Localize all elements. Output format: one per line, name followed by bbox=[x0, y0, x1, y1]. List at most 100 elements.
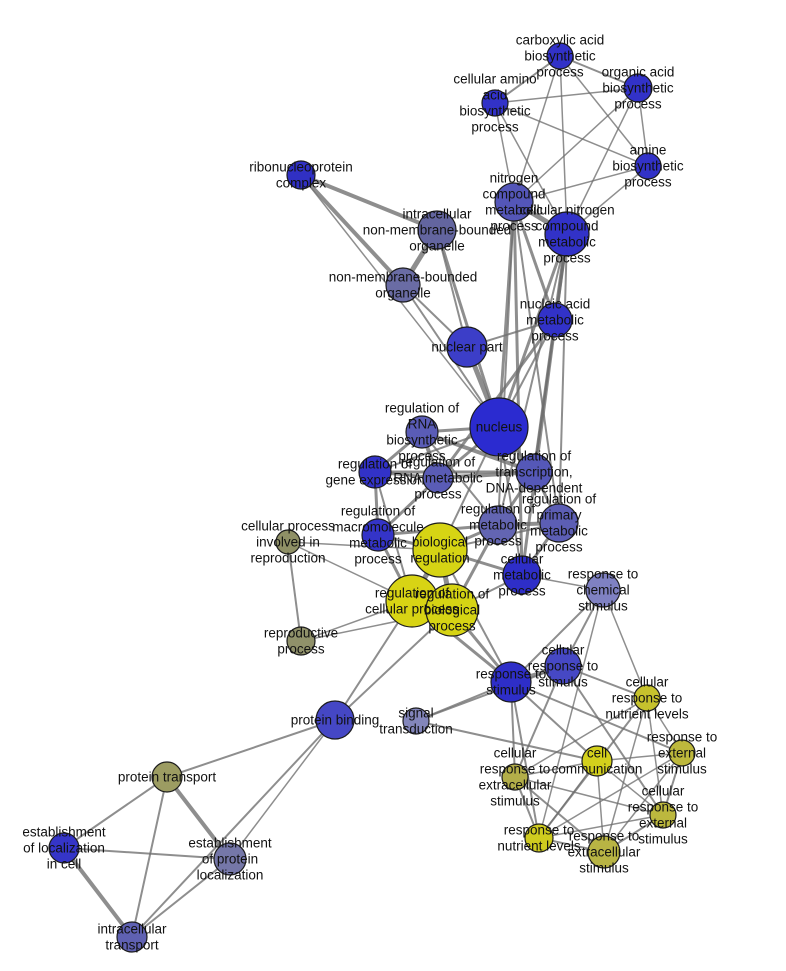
edge-pb-rbp[interactable] bbox=[334, 609, 453, 721]
node-rcs[interactable] bbox=[585, 572, 621, 608]
node-rbp[interactable] bbox=[425, 583, 479, 637]
node-nmbo[interactable] bbox=[385, 267, 421, 303]
node-label-amine: amine biosynthetic process bbox=[612, 143, 684, 190]
node-label-rmp: regulation of metabolic process bbox=[461, 502, 536, 549]
edge-pt-it[interactable] bbox=[131, 776, 168, 938]
node-nam[interactable] bbox=[537, 302, 573, 338]
node-rts[interactable] bbox=[490, 661, 532, 703]
edge-cpir-repro[interactable] bbox=[287, 541, 302, 642]
node-label-rmmp: regulation of macromolecule metabolic proce… bbox=[332, 504, 424, 567]
edge-rtes-rtnl[interactable] bbox=[538, 752, 683, 839]
node-epl[interactable] bbox=[213, 842, 247, 876]
edge-rrbp-rtdd[interactable] bbox=[421, 430, 535, 474]
node-elc[interactable] bbox=[48, 832, 80, 864]
edge-carboxylic-cncm[interactable] bbox=[559, 55, 568, 235]
edge-rtes-rtexs[interactable] bbox=[603, 752, 683, 853]
edge-organic-ncm[interactable] bbox=[513, 87, 639, 203]
edge-rnp-inmbo[interactable] bbox=[300, 173, 438, 232]
node-nucpart[interactable] bbox=[446, 326, 488, 368]
node-repro[interactable] bbox=[286, 626, 316, 656]
node-label-rtexs: response to extracellular stimulus bbox=[568, 829, 641, 876]
edge-nam-rtdd[interactable] bbox=[532, 319, 557, 473]
node-label-rtes: response to external stimulus bbox=[647, 730, 718, 777]
node-label-nucleus: nucleus bbox=[476, 420, 523, 435]
edge-cncm-rpmp[interactable] bbox=[558, 233, 568, 524]
edge-rrbp-rmp[interactable] bbox=[421, 431, 499, 526]
edge-crnl-crtexs[interactable] bbox=[514, 697, 648, 778]
edge-rnp-nmbo[interactable] bbox=[299, 173, 405, 287]
node-pt[interactable] bbox=[151, 761, 183, 793]
edge-carboxylic-amine[interactable] bbox=[559, 55, 649, 167]
edge-rcs-crnl[interactable] bbox=[602, 589, 648, 699]
node-nucleus[interactable] bbox=[469, 397, 529, 457]
edge-elc-epl[interactable] bbox=[63, 847, 231, 860]
node-rge[interactable] bbox=[358, 455, 392, 489]
edge-crtes-crtexs[interactable] bbox=[514, 776, 664, 816]
node-cpir[interactable] bbox=[275, 529, 301, 555]
edge-rcs-rtnl[interactable] bbox=[538, 589, 604, 839]
node-rtexs[interactable] bbox=[587, 835, 621, 869]
edge-ncm-nam[interactable] bbox=[512, 201, 557, 321]
node-cellcomm[interactable] bbox=[581, 745, 613, 777]
edge-pt-epl[interactable] bbox=[165, 775, 232, 861]
edge-crts-crtexs[interactable] bbox=[514, 665, 564, 778]
node-amine[interactable] bbox=[634, 152, 662, 180]
node-it[interactable] bbox=[116, 921, 148, 953]
edge-amine-ncm[interactable] bbox=[513, 165, 649, 203]
node-label-elc: establishment of localization in cell bbox=[22, 825, 106, 872]
node-crnl[interactable] bbox=[633, 684, 661, 712]
node-label-rtnl: response to nutrient levels bbox=[497, 823, 581, 854]
edge-amino-amine[interactable] bbox=[494, 102, 649, 167]
node-inmbo[interactable] bbox=[417, 210, 457, 250]
edge-st-cellcomm[interactable] bbox=[415, 720, 598, 762]
node-cncm[interactable] bbox=[544, 211, 590, 257]
node-rtes[interactable] bbox=[668, 739, 696, 767]
node-rtdd[interactable] bbox=[515, 453, 553, 491]
node-crts[interactable] bbox=[544, 647, 582, 685]
edge-elc-it[interactable] bbox=[62, 846, 134, 939]
node-st[interactable] bbox=[402, 707, 430, 735]
node-crtes[interactable] bbox=[649, 801, 677, 829]
node-rmmp[interactable] bbox=[361, 518, 395, 552]
node-label-cmp: cellular metabolic process bbox=[493, 552, 551, 599]
edge-st-crts[interactable] bbox=[415, 665, 564, 722]
node-rrmp[interactable] bbox=[422, 462, 454, 494]
edge-rts-rcs[interactable] bbox=[510, 589, 604, 683]
edge-crnl-crtes[interactable] bbox=[646, 697, 664, 816]
node-label-crts: cellular response to stimulus bbox=[528, 643, 599, 690]
node-rpmp[interactable] bbox=[539, 503, 579, 543]
edge-cncm-rmp[interactable] bbox=[497, 233, 568, 526]
node-carboxylic[interactable] bbox=[546, 42, 574, 70]
edge-it-pb[interactable] bbox=[131, 719, 336, 938]
node-crtexs[interactable] bbox=[501, 763, 529, 791]
node-organic[interactable] bbox=[623, 73, 653, 103]
node-ncm[interactable] bbox=[494, 182, 534, 222]
node-cmp[interactable] bbox=[502, 555, 542, 595]
edge-ncm-cmp[interactable] bbox=[512, 201, 524, 576]
edge-amino-organic[interactable] bbox=[494, 87, 639, 104]
node-pb[interactable] bbox=[315, 700, 355, 740]
node-rtnl[interactable] bbox=[524, 823, 554, 853]
edge-organic-cncm[interactable] bbox=[566, 87, 639, 235]
edge-pb-pt[interactable] bbox=[166, 719, 336, 778]
edge-epl-pb[interactable] bbox=[229, 719, 336, 860]
edge-rts-rtnl[interactable] bbox=[510, 681, 540, 839]
node-label-bioreg: biological regulation bbox=[410, 535, 469, 566]
edge-amino-cncm[interactable] bbox=[494, 102, 568, 235]
edge-crnl-rtexs[interactable] bbox=[603, 697, 648, 853]
node-label-ncm: nitrogen compound metabolic process bbox=[482, 171, 545, 234]
node-rmp[interactable] bbox=[478, 505, 518, 545]
edge-pt-elc[interactable] bbox=[63, 776, 168, 849]
edge-rtnl-crtes[interactable] bbox=[538, 814, 664, 839]
node-rnp[interactable] bbox=[286, 160, 316, 190]
node-label-nucpart: nuclear part bbox=[431, 340, 503, 355]
edge-carboxylic-ncm[interactable] bbox=[513, 55, 561, 203]
node-bioreg[interactable] bbox=[412, 522, 468, 578]
node-label-cncm: cellular nitrogen compound metabolic proces… bbox=[519, 203, 614, 266]
edge-epl-it[interactable] bbox=[131, 858, 231, 938]
node-amino[interactable] bbox=[481, 89, 509, 117]
node-rrbp[interactable] bbox=[405, 415, 439, 449]
edge-crtexs-rtexs[interactable] bbox=[514, 776, 605, 853]
